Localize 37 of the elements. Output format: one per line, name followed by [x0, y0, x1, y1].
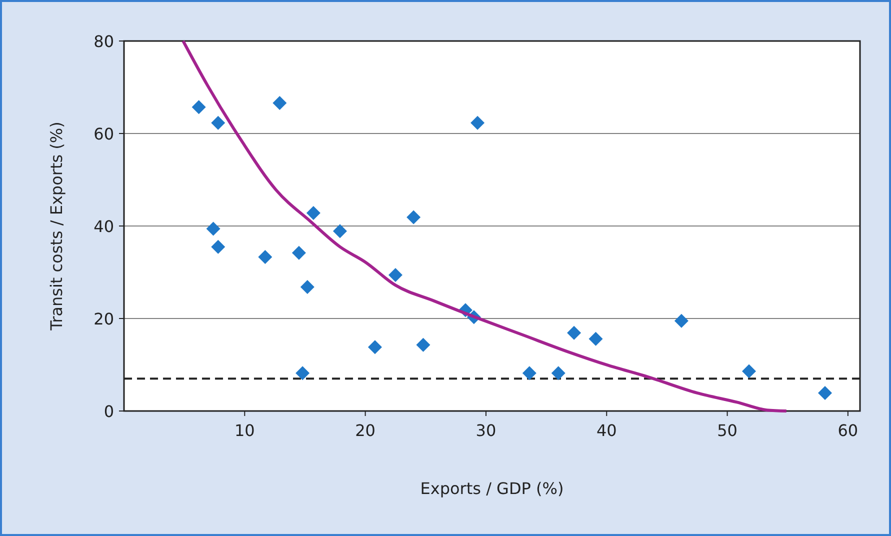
point — [742, 364, 756, 378]
y-tick-label: 0 — [104, 402, 114, 421]
point — [368, 340, 382, 354]
point — [211, 240, 226, 254]
x-tick-label: 60 — [838, 421, 858, 440]
point — [588, 332, 603, 346]
y-tick-label: 80 — [94, 32, 114, 51]
point — [470, 116, 485, 130]
point — [567, 326, 582, 340]
point — [206, 222, 220, 236]
point — [332, 224, 347, 238]
point — [296, 366, 310, 380]
x-tick-label: 50 — [717, 421, 738, 440]
x-tick-label: 40 — [596, 421, 617, 440]
point — [272, 96, 287, 110]
y-tick-label: 20 — [94, 310, 114, 328]
x-tick-label: 20 — [355, 421, 376, 440]
y-tick-label: 40 — [94, 217, 114, 236]
x-tick-label: 10 — [234, 421, 255, 440]
point — [674, 314, 688, 328]
x-tick-label: 30 — [476, 421, 496, 440]
point — [818, 386, 832, 400]
point — [300, 280, 314, 294]
x-axis-title: Exports / GDP (%) — [420, 479, 564, 498]
point — [551, 366, 566, 380]
point — [292, 246, 306, 260]
point — [192, 100, 206, 114]
point — [522, 366, 536, 380]
point — [388, 268, 402, 282]
y-axis-title: Transit costs / Exports (%) — [47, 122, 66, 332]
point — [406, 210, 421, 224]
point — [416, 338, 430, 352]
line-series — [182, 40, 788, 412]
y-tick-label: 60 — [94, 124, 114, 144]
point — [211, 116, 226, 130]
point — [306, 206, 320, 220]
point — [258, 250, 272, 264]
